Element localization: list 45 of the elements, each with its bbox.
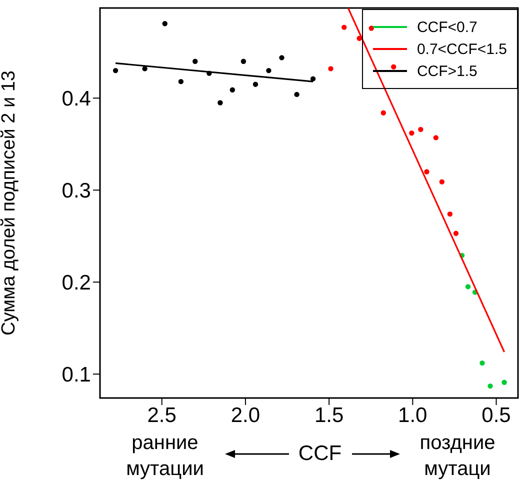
y-axis-title: Сумма долей подписей 2 и 13 — [0, 70, 20, 336]
legend-label: CCF>1.5 — [416, 62, 478, 80]
point — [502, 380, 507, 385]
x-tick-label: 2.0 — [230, 404, 260, 427]
point — [418, 126, 424, 132]
point — [409, 130, 414, 136]
x-tick-label: 2.5 — [147, 404, 176, 427]
y-tick-label: 0.4 — [62, 88, 92, 111]
point — [162, 21, 168, 26]
point — [218, 100, 223, 106]
point — [424, 169, 430, 174]
y-tick-label: 0.3 — [62, 180, 91, 203]
point — [433, 135, 439, 140]
point — [142, 66, 148, 72]
legend-label: 0.7<CCF<1.5 — [416, 40, 507, 58]
point — [480, 360, 485, 366]
point — [453, 230, 459, 236]
x-axis-title: CCF — [297, 442, 343, 466]
point — [488, 383, 493, 389]
x-tick-label: 1.0 — [398, 404, 428, 427]
point — [240, 58, 246, 64]
text: поздние мутаци — [418, 431, 496, 482]
point — [310, 76, 316, 82]
point — [230, 87, 236, 92]
point — [380, 110, 386, 116]
point — [178, 78, 184, 84]
y-tick-label: 0.2 — [62, 272, 91, 295]
point — [266, 68, 272, 74]
point — [447, 211, 453, 217]
point — [252, 82, 258, 87]
point — [192, 58, 198, 64]
point — [279, 55, 284, 60]
point — [391, 64, 396, 70]
point — [112, 68, 118, 74]
x-tick-label: 0.5 — [482, 404, 511, 427]
text: ранние мутации — [125, 431, 205, 482]
y-tick-label: 0.1 — [62, 364, 91, 387]
x-tick-label: 1.5 — [314, 404, 344, 427]
point — [368, 26, 374, 31]
point — [342, 24, 347, 30]
legend-label: CCF<0.7 — [416, 18, 478, 36]
point — [294, 92, 300, 98]
point — [328, 66, 334, 72]
point — [439, 179, 445, 184]
point — [465, 284, 471, 290]
